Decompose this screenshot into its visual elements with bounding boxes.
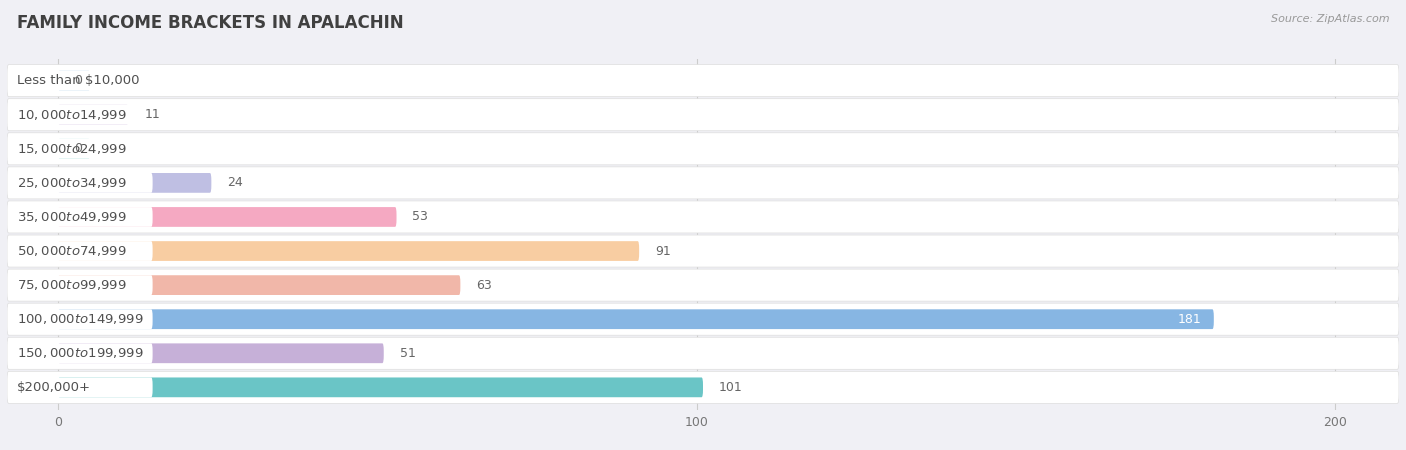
FancyBboxPatch shape <box>7 99 1399 131</box>
Text: $75,000 to $99,999: $75,000 to $99,999 <box>17 278 127 292</box>
FancyBboxPatch shape <box>7 167 1399 199</box>
Text: Source: ZipAtlas.com: Source: ZipAtlas.com <box>1271 14 1389 23</box>
FancyBboxPatch shape <box>58 71 90 90</box>
Text: $100,000 to $149,999: $100,000 to $149,999 <box>17 312 143 326</box>
FancyBboxPatch shape <box>58 241 640 261</box>
Text: $10,000 to $14,999: $10,000 to $14,999 <box>17 108 127 122</box>
Text: 11: 11 <box>145 108 160 121</box>
FancyBboxPatch shape <box>13 378 153 397</box>
FancyBboxPatch shape <box>13 309 153 329</box>
FancyBboxPatch shape <box>58 378 703 397</box>
FancyBboxPatch shape <box>13 71 153 90</box>
Text: $200,000+: $200,000+ <box>17 381 90 394</box>
FancyBboxPatch shape <box>58 309 1213 329</box>
FancyBboxPatch shape <box>58 207 396 227</box>
Text: 53: 53 <box>412 211 429 224</box>
FancyBboxPatch shape <box>58 275 460 295</box>
Text: 0: 0 <box>75 74 82 87</box>
FancyBboxPatch shape <box>58 105 128 125</box>
Text: 0: 0 <box>75 142 82 155</box>
Text: 51: 51 <box>399 347 416 360</box>
FancyBboxPatch shape <box>7 201 1399 233</box>
Text: 181: 181 <box>1177 313 1201 326</box>
Text: Less than $10,000: Less than $10,000 <box>17 74 139 87</box>
FancyBboxPatch shape <box>58 173 211 193</box>
FancyBboxPatch shape <box>58 139 90 159</box>
FancyBboxPatch shape <box>13 241 153 261</box>
Text: FAMILY INCOME BRACKETS IN APALACHIN: FAMILY INCOME BRACKETS IN APALACHIN <box>17 14 404 32</box>
FancyBboxPatch shape <box>13 139 153 159</box>
Text: 101: 101 <box>718 381 742 394</box>
FancyBboxPatch shape <box>7 371 1399 403</box>
Text: $15,000 to $24,999: $15,000 to $24,999 <box>17 142 127 156</box>
FancyBboxPatch shape <box>13 105 153 125</box>
FancyBboxPatch shape <box>7 303 1399 335</box>
FancyBboxPatch shape <box>7 269 1399 301</box>
FancyBboxPatch shape <box>58 343 384 363</box>
FancyBboxPatch shape <box>7 133 1399 165</box>
Text: 63: 63 <box>477 279 492 292</box>
FancyBboxPatch shape <box>7 337 1399 369</box>
FancyBboxPatch shape <box>13 173 153 193</box>
Text: $150,000 to $199,999: $150,000 to $199,999 <box>17 346 143 360</box>
Text: $50,000 to $74,999: $50,000 to $74,999 <box>17 244 127 258</box>
FancyBboxPatch shape <box>7 235 1399 267</box>
Text: $35,000 to $49,999: $35,000 to $49,999 <box>17 210 127 224</box>
FancyBboxPatch shape <box>7 65 1399 97</box>
FancyBboxPatch shape <box>13 343 153 363</box>
FancyBboxPatch shape <box>13 275 153 295</box>
Text: 24: 24 <box>228 176 243 189</box>
Text: $25,000 to $34,999: $25,000 to $34,999 <box>17 176 127 190</box>
Text: 91: 91 <box>655 244 671 257</box>
FancyBboxPatch shape <box>13 207 153 227</box>
